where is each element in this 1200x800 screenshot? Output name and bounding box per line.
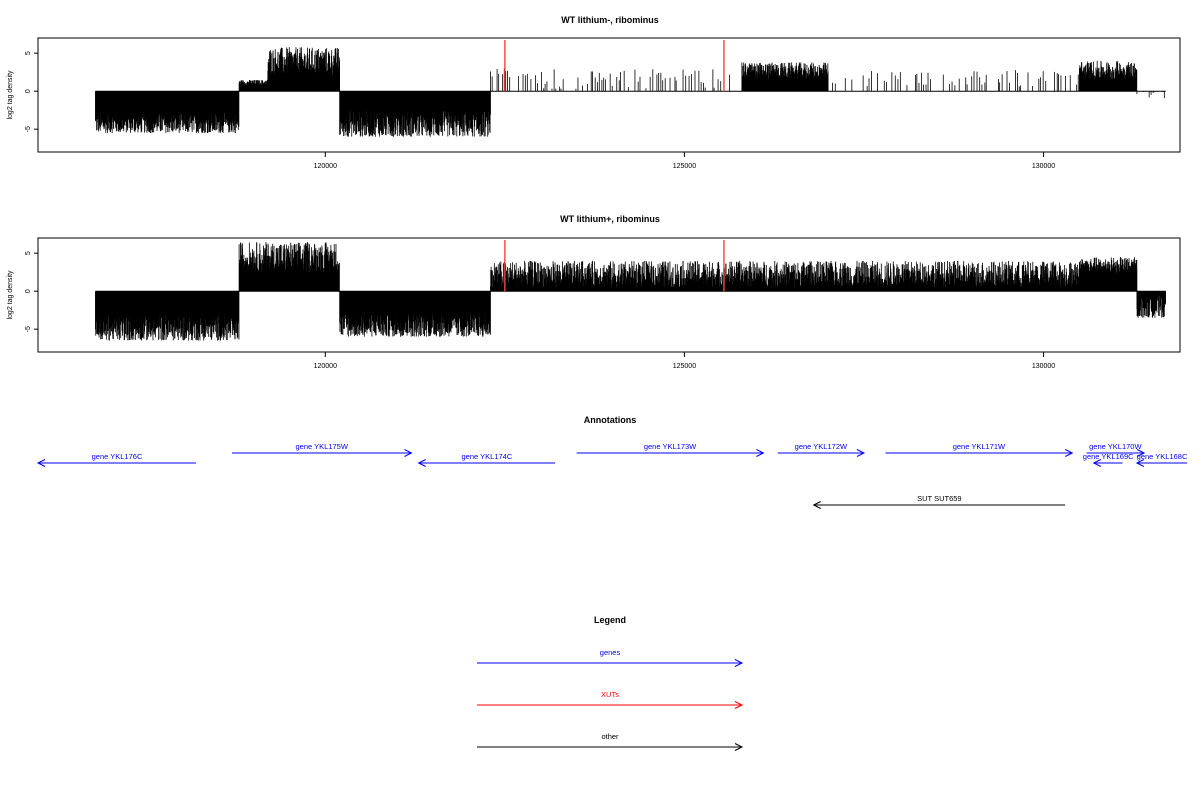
bars-2 <box>95 240 1166 341</box>
x-tick-label: 125000 <box>673 163 696 170</box>
plot-frame-1 <box>37 37 1181 153</box>
y-tick-label: 5 <box>25 51 32 55</box>
plot-frame-2 <box>37 237 1181 353</box>
x-tick-label: 130000 <box>1032 163 1055 170</box>
y-tick-label: -5 <box>25 126 32 132</box>
y-axis-label-1: log2 tag density <box>7 70 14 120</box>
chart-title-1: WT lithium-, ribominus <box>561 15 659 25</box>
bars-1 <box>95 40 1166 137</box>
panel-lithium-minus: WT lithium-, ribominus log2 tag density … <box>7 15 1181 170</box>
chart-title-2: WT lithium+, ribominus <box>560 214 660 224</box>
axes-1: -5 0 5 120000 125000 130000 <box>25 51 1055 170</box>
x-tick-label: 120000 <box>314 163 337 170</box>
y-axis-label-2: log2 tag density <box>7 270 14 320</box>
y-tick-label: 0 <box>25 89 32 93</box>
panel-lithium-plus: WT lithium+, ribominus log2 tag density … <box>7 214 1181 370</box>
